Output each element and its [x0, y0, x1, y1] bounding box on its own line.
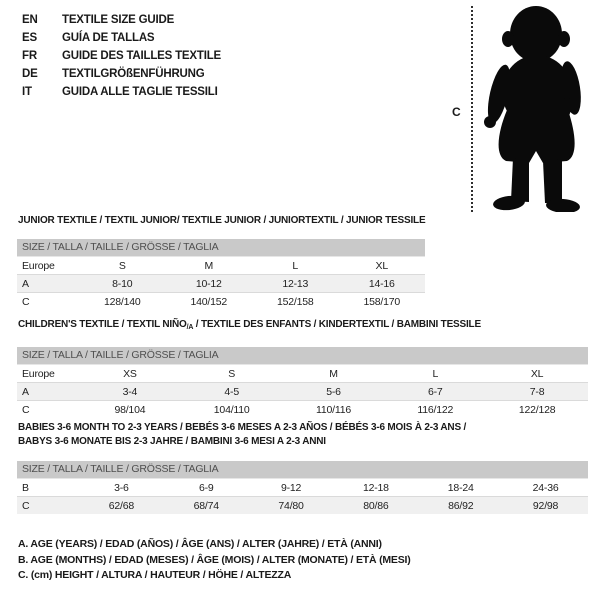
children-title-subscript: /A — [186, 324, 194, 331]
height-cell: 86/92 — [418, 496, 504, 514]
size-header-band: SIZE / TALLA / TAILLE / GRÖSSE / TAGLIA — [17, 461, 588, 478]
height-cell: 128/140 — [79, 292, 166, 310]
toddler-silhouette — [484, 6, 581, 212]
babies-table-title: BABIES 3-6 MONTH TO 2-3 YEARS / BEBÉS 3-… — [18, 421, 593, 448]
age-cell: 14-16 — [338, 274, 425, 293]
height-cell: 152/158 — [252, 292, 339, 310]
table-row: Europe XS S M L XL — [17, 364, 588, 383]
height-cell: 110/116 — [282, 400, 385, 418]
size-cell: S — [79, 256, 166, 275]
language-row: ES GUÍA DE TALLAS — [22, 29, 221, 47]
age-cell: 9-12 — [248, 478, 334, 497]
height-cell: 80/86 — [333, 496, 419, 514]
age-cell: 6-7 — [384, 382, 487, 401]
age-cell: 3-6 — [79, 478, 164, 497]
age-cell: 4-5 — [180, 382, 283, 401]
height-measure-label: C — [452, 105, 461, 119]
height-cell: 98/104 — [79, 400, 181, 418]
height-cell: 116/122 — [384, 400, 487, 418]
height-cell: 140/152 — [165, 292, 252, 310]
row-label: Europe — [17, 364, 79, 383]
language-row: DE TEXTILGRÖßENFÜHRUNG — [22, 65, 221, 83]
age-cell: 10-12 — [165, 274, 252, 293]
language-code: EN — [22, 14, 38, 26]
height-cell: 122/128 — [486, 400, 588, 418]
size-cell: XS — [79, 364, 181, 383]
babies-size-table: SIZE / TALLA / TAILLE / GRÖSSE / TAGLIA … — [17, 461, 588, 514]
size-cell: XL — [486, 364, 588, 383]
age-cell: 7-8 — [486, 382, 588, 401]
age-cell: 6-9 — [163, 478, 249, 497]
height-cell: 68/74 — [163, 496, 249, 514]
language-row: IT GUIDA ALLE TAGLIE TESSILI — [22, 83, 221, 101]
table-row: B 3-6 6-9 9-12 12-18 18-24 24-36 — [17, 478, 588, 497]
language-code: FR — [22, 50, 37, 62]
row-label: Europe — [17, 256, 79, 275]
size-cell: M — [282, 364, 385, 383]
age-cell: 12-13 — [252, 274, 339, 293]
table-row: A 3-4 4-5 5-6 6-7 7-8 — [17, 382, 588, 401]
language-title: GUÍA DE TALLAS — [62, 32, 155, 44]
size-header-band: SIZE / TALLA / TAILLE / GRÖSSE / TAGLIA — [17, 239, 425, 256]
children-size-table: SIZE / TALLA / TAILLE / GRÖSSE / TAGLIA … — [17, 347, 588, 418]
language-code: ES — [22, 32, 37, 44]
height-cell: 158/170 — [338, 292, 425, 310]
language-title: GUIDE DES TAILLES TEXTILE — [62, 50, 221, 62]
children-table-title: CHILDREN'S TEXTILE / TEXTIL NIÑO/A / TEX… — [18, 319, 481, 331]
junior-table-title: JUNIOR TEXTILE / TEXTIL JUNIOR/ TEXTILE … — [18, 215, 426, 226]
legend-notes: A. AGE (YEARS) / EDAD (AÑOS) / ÂGE (ANS)… — [18, 537, 411, 584]
size-cell: L — [384, 364, 487, 383]
language-title: GUIDA ALLE TAGLIE TESSILI — [62, 86, 218, 98]
height-cell: 62/68 — [79, 496, 164, 514]
table-row: C 128/140 140/152 152/158 158/170 — [17, 292, 425, 310]
age-cell: 18-24 — [418, 478, 504, 497]
babies-title-line2: BABYS 3-6 MONATE BIS 2-3 JAHRE / BAMBINI… — [18, 435, 326, 447]
note-age-months: B. AGE (MONTHS) / EDAD (MESES) / ÂGE (MO… — [18, 553, 411, 566]
table-row: C 62/68 68/74 74/80 80/86 86/92 92/98 — [17, 496, 588, 514]
age-cell: 5-6 — [282, 382, 385, 401]
language-code: IT — [22, 86, 32, 98]
row-label: C — [17, 400, 79, 418]
language-title: TEXTILE SIZE GUIDE — [62, 14, 175, 26]
children-title-part: CHILDREN'S TEXTILE / TEXTIL NIÑO — [18, 319, 187, 330]
babies-title-line1: BABIES 3-6 MONTH TO 2-3 YEARS / BEBÉS 3-… — [18, 422, 467, 433]
height-measure-dotted-line — [471, 6, 473, 212]
size-cell: L — [252, 256, 339, 275]
table-row: C 98/104 104/110 110/116 116/122 122/128 — [17, 400, 588, 418]
height-cell: 104/110 — [180, 400, 283, 418]
table-row: Europe S M L XL — [17, 256, 425, 275]
size-header-band: SIZE / TALLA / TAILLE / GRÖSSE / TAGLIA — [17, 347, 588, 364]
note-height-cm: C. (cm) HEIGHT / ALTURA / HAUTEUR / HÖHE… — [18, 569, 292, 581]
age-cell: 24-36 — [503, 478, 588, 497]
age-cell: 12-18 — [333, 478, 419, 497]
row-label: A — [17, 274, 79, 293]
language-code: DE — [22, 68, 38, 80]
size-cell: XL — [338, 256, 425, 275]
age-cell: 3-4 — [79, 382, 181, 401]
age-cell: 8-10 — [79, 274, 166, 293]
language-list: EN TEXTILE SIZE GUIDE ES GUÍA DE TALLAS … — [22, 11, 221, 101]
language-title: TEXTILGRÖßENFÜHRUNG — [62, 68, 205, 80]
children-title-part: / TEXTILE DES ENFANTS / KINDERTEXTIL / B… — [193, 319, 481, 330]
language-row: EN TEXTILE SIZE GUIDE — [22, 11, 221, 29]
table-row: A 8-10 10-12 12-13 14-16 — [17, 274, 425, 293]
size-cell: S — [180, 364, 283, 383]
note-age-years: A. AGE (YEARS) / EDAD (AÑOS) / ÂGE (ANS)… — [18, 538, 382, 550]
row-label: A — [17, 382, 79, 401]
row-label: C — [17, 496, 79, 514]
height-cell: 92/98 — [503, 496, 588, 514]
row-label: C — [17, 292, 79, 310]
language-row: FR GUIDE DES TAILLES TEXTILE — [22, 47, 221, 65]
row-label: B — [17, 478, 79, 497]
junior-size-table: SIZE / TALLA / TAILLE / GRÖSSE / TAGLIA … — [17, 239, 425, 310]
height-cell: 74/80 — [248, 496, 334, 514]
size-cell: M — [165, 256, 252, 275]
